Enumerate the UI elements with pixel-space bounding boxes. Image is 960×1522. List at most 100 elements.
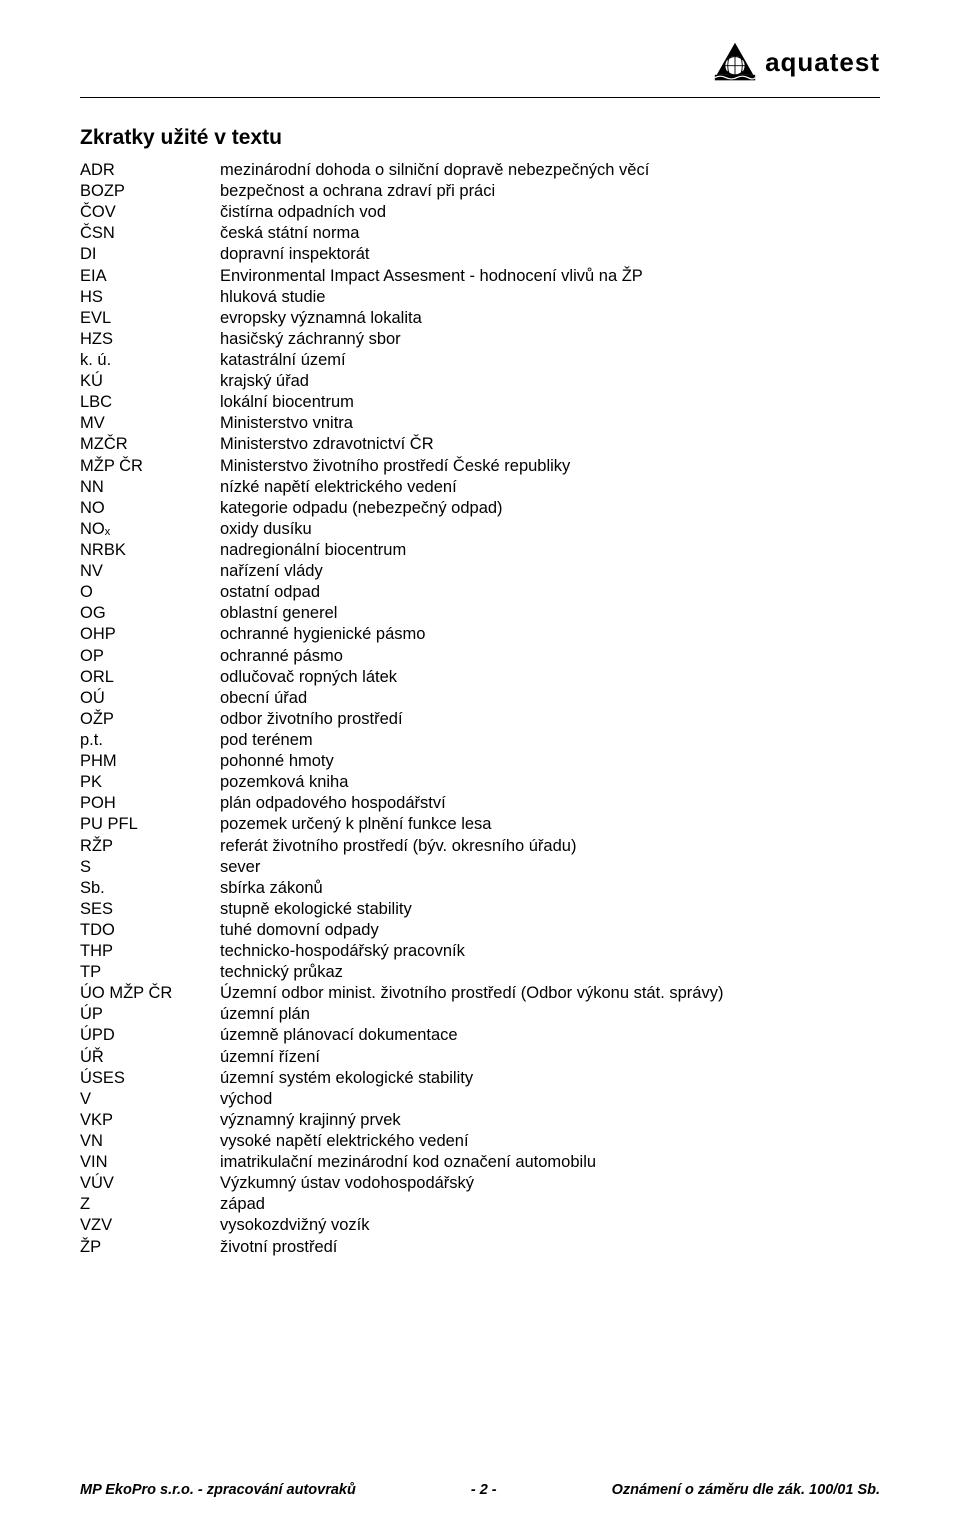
abbr-key: NOₓ: [80, 519, 220, 540]
abbr-value: územně plánovací dokumentace: [220, 1025, 880, 1046]
table-row: EVLevropsky významná lokalita: [80, 308, 880, 329]
table-row: ŽPživotní prostředí: [80, 1237, 880, 1258]
table-row: VINimatrikulační mezinárodní kod označen…: [80, 1152, 880, 1173]
abbr-key: VÚV: [80, 1173, 220, 1194]
table-row: ÚSESúzemní systém ekologické stability: [80, 1068, 880, 1089]
abbr-value: pohonné hmoty: [220, 751, 880, 772]
table-row: NOₓoxidy dusíku: [80, 519, 880, 540]
table-row: POHplán odpadového hospodářství: [80, 793, 880, 814]
table-row: OPochranné pásmo: [80, 646, 880, 667]
abbr-value: stupně ekologické stability: [220, 899, 880, 920]
abbr-key: PK: [80, 772, 220, 793]
abbr-key: KÚ: [80, 371, 220, 392]
page-footer: MP EkoPro s.r.o. - zpracování autovraků …: [80, 1482, 880, 1498]
abbr-value: územní plán: [220, 1004, 880, 1025]
abbr-key: NN: [80, 477, 220, 498]
abbr-value: nařízení vlády: [220, 561, 880, 582]
abbr-key: MV: [80, 413, 220, 434]
table-row: PU PFLpozemek určený k plnění funkce les…: [80, 814, 880, 835]
abbr-key: VN: [80, 1131, 220, 1152]
table-row: ORLodlučovač ropných látek: [80, 667, 880, 688]
table-row: ÚO MŽP ČRÚzemní odbor minist. životního …: [80, 983, 880, 1004]
table-row: Vvýchod: [80, 1089, 880, 1110]
abbr-key: ÚP: [80, 1004, 220, 1025]
abbr-value: plán odpadového hospodářství: [220, 793, 880, 814]
abbr-value: česká státní norma: [220, 223, 880, 244]
table-row: VKPvýznamný krajinný prvek: [80, 1110, 880, 1131]
abbr-key: HZS: [80, 329, 220, 350]
abbr-value: Výzkumný ústav vodohospodářský: [220, 1173, 880, 1194]
table-row: VZVvysokozdvižný vozík: [80, 1215, 880, 1236]
abbr-key: ÚŘ: [80, 1047, 220, 1068]
brand-logo: aquatest: [713, 40, 880, 84]
abbr-key: MZČR: [80, 434, 220, 455]
abbr-key: ŽP: [80, 1237, 220, 1258]
abbr-key: ORL: [80, 667, 220, 688]
abbr-key: ČSN: [80, 223, 220, 244]
abbr-key: ADR: [80, 160, 220, 181]
abbr-key: MŽP ČR: [80, 456, 220, 477]
abbr-key: NO: [80, 498, 220, 519]
table-row: ÚPúzemní plán: [80, 1004, 880, 1025]
abbr-value: východ: [220, 1089, 880, 1110]
header-bar: aquatest: [80, 40, 880, 98]
abbr-value: územní řízení: [220, 1047, 880, 1068]
abbr-value: Ministerstvo vnitra: [220, 413, 880, 434]
abbr-value: kategorie odpadu (nebezpečný odpad): [220, 498, 880, 519]
abbr-key: HS: [80, 287, 220, 308]
abbr-value: dopravní inspektorát: [220, 244, 880, 265]
abbr-value: evropsky významná lokalita: [220, 308, 880, 329]
abbr-value: Ministerstvo životního prostředí České r…: [220, 456, 880, 477]
abbr-value: katastrální území: [220, 350, 880, 371]
table-row: Zzápad: [80, 1194, 880, 1215]
abbr-value: významný krajinný prvek: [220, 1110, 880, 1131]
abbr-value: územní systém ekologické stability: [220, 1068, 880, 1089]
abbr-key: VIN: [80, 1152, 220, 1173]
abbr-key: ÚSES: [80, 1068, 220, 1089]
table-row: OÚobecní úřad: [80, 688, 880, 709]
table-row: PHMpohonné hmoty: [80, 751, 880, 772]
abbr-value: hluková studie: [220, 287, 880, 308]
table-row: PKpozemková kniha: [80, 772, 880, 793]
abbr-key: NRBK: [80, 540, 220, 561]
abbr-key: OHP: [80, 624, 220, 645]
abbr-key: TDO: [80, 920, 220, 941]
table-row: KÚkrajský úřad: [80, 371, 880, 392]
abbreviation-table: ADRmezinárodní dohoda o silniční dopravě…: [80, 160, 880, 1258]
abbr-key: LBC: [80, 392, 220, 413]
table-row: THPtechnicko-hospodářský pracovník: [80, 941, 880, 962]
table-row: NRBKnadregionální biocentrum: [80, 540, 880, 561]
abbr-key: p.t.: [80, 730, 220, 751]
table-row: TDOtuhé domovní odpady: [80, 920, 880, 941]
abbr-value: pozemek určený k plnění funkce lesa: [220, 814, 880, 835]
document-page: aquatest Zkratky užité v textu ADRmeziná…: [0, 0, 960, 1522]
abbr-key: Z: [80, 1194, 220, 1215]
abbr-key: OŽP: [80, 709, 220, 730]
table-row: p.t.pod terénem: [80, 730, 880, 751]
abbr-key: OG: [80, 603, 220, 624]
abbr-value: ochranné pásmo: [220, 646, 880, 667]
abbr-key: EVL: [80, 308, 220, 329]
table-row: ČSNčeská státní norma: [80, 223, 880, 244]
abbr-value: oblastní generel: [220, 603, 880, 624]
table-row: MŽP ČRMinisterstvo životního prostředí Č…: [80, 456, 880, 477]
table-row: Sb.sbírka zákonů: [80, 878, 880, 899]
table-row: MZČRMinisterstvo zdravotnictví ČR: [80, 434, 880, 455]
abbr-key: NV: [80, 561, 220, 582]
abbr-key: VKP: [80, 1110, 220, 1131]
abbr-value: tuhé domovní odpady: [220, 920, 880, 941]
abbr-key: PHM: [80, 751, 220, 772]
table-row: ČOVčistírna odpadních vod: [80, 202, 880, 223]
abbr-value: pod terénem: [220, 730, 880, 751]
abbr-key: ÚO MŽP ČR: [80, 983, 220, 1004]
table-row: NVnařízení vlády: [80, 561, 880, 582]
abbr-value: obecní úřad: [220, 688, 880, 709]
abbr-key: OP: [80, 646, 220, 667]
table-row: VÚVVýzkumný ústav vodohospodářský: [80, 1173, 880, 1194]
abbr-key: PU PFL: [80, 814, 220, 835]
abbr-value: bezpečnost a ochrana zdraví při práci: [220, 181, 880, 202]
abbr-value: technicko-hospodářský pracovník: [220, 941, 880, 962]
footer-page-number: - 2 -: [471, 1482, 497, 1498]
table-row: OŽPodbor životního prostředí: [80, 709, 880, 730]
abbr-key: TP: [80, 962, 220, 983]
